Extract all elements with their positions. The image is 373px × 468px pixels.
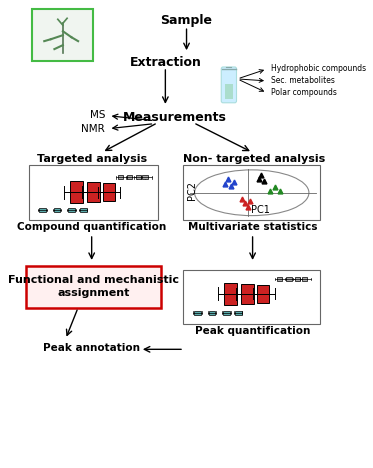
Text: Multivariate statistics: Multivariate statistics [188, 222, 317, 232]
Bar [224, 283, 237, 305]
Text: Targeted analysis: Targeted analysis [37, 154, 147, 164]
Text: MS: MS [90, 110, 105, 120]
Bar [235, 311, 242, 314]
Bar [241, 284, 254, 304]
Bar [118, 176, 123, 179]
FancyBboxPatch shape [221, 67, 236, 103]
Bar [103, 183, 115, 201]
Bar [80, 208, 87, 212]
Bar [87, 183, 100, 202]
Bar [70, 181, 83, 203]
Text: Extraction: Extraction [129, 56, 201, 69]
Text: Peak quantification: Peak quantification [195, 327, 310, 336]
Text: Hydrophobic compounds: Hydrophobic compounds [271, 65, 366, 73]
Bar [127, 176, 132, 179]
FancyBboxPatch shape [183, 270, 320, 324]
FancyBboxPatch shape [26, 266, 161, 307]
Bar [295, 277, 300, 281]
Text: Sec. metabolites: Sec. metabolites [271, 76, 335, 86]
Bar [286, 277, 292, 281]
Text: Measurements: Measurements [123, 111, 227, 124]
Text: Functional and mechanistic
assignment: Functional and mechanistic assignment [8, 275, 179, 298]
Text: Sample: Sample [160, 15, 213, 27]
Bar [302, 277, 307, 281]
Text: NMR: NMR [81, 124, 105, 134]
Bar [277, 277, 282, 281]
Bar [39, 208, 46, 212]
Text: PC1: PC1 [251, 205, 270, 215]
FancyBboxPatch shape [183, 165, 320, 220]
Bar [223, 311, 230, 314]
Bar [136, 176, 141, 179]
Text: Polar compounds: Polar compounds [271, 88, 337, 97]
Text: PC2: PC2 [186, 181, 197, 200]
FancyBboxPatch shape [32, 9, 93, 61]
Text: Non- targeted analysis: Non- targeted analysis [183, 154, 325, 164]
Bar [142, 176, 148, 179]
Bar [68, 208, 75, 212]
Bar [54, 208, 60, 212]
Bar [209, 311, 215, 314]
FancyBboxPatch shape [29, 165, 158, 220]
Bar [225, 84, 233, 99]
Bar [257, 285, 269, 303]
Text: Compound quantification: Compound quantification [17, 222, 166, 232]
Text: Peak annotation: Peak annotation [43, 344, 140, 353]
Bar [194, 311, 201, 314]
